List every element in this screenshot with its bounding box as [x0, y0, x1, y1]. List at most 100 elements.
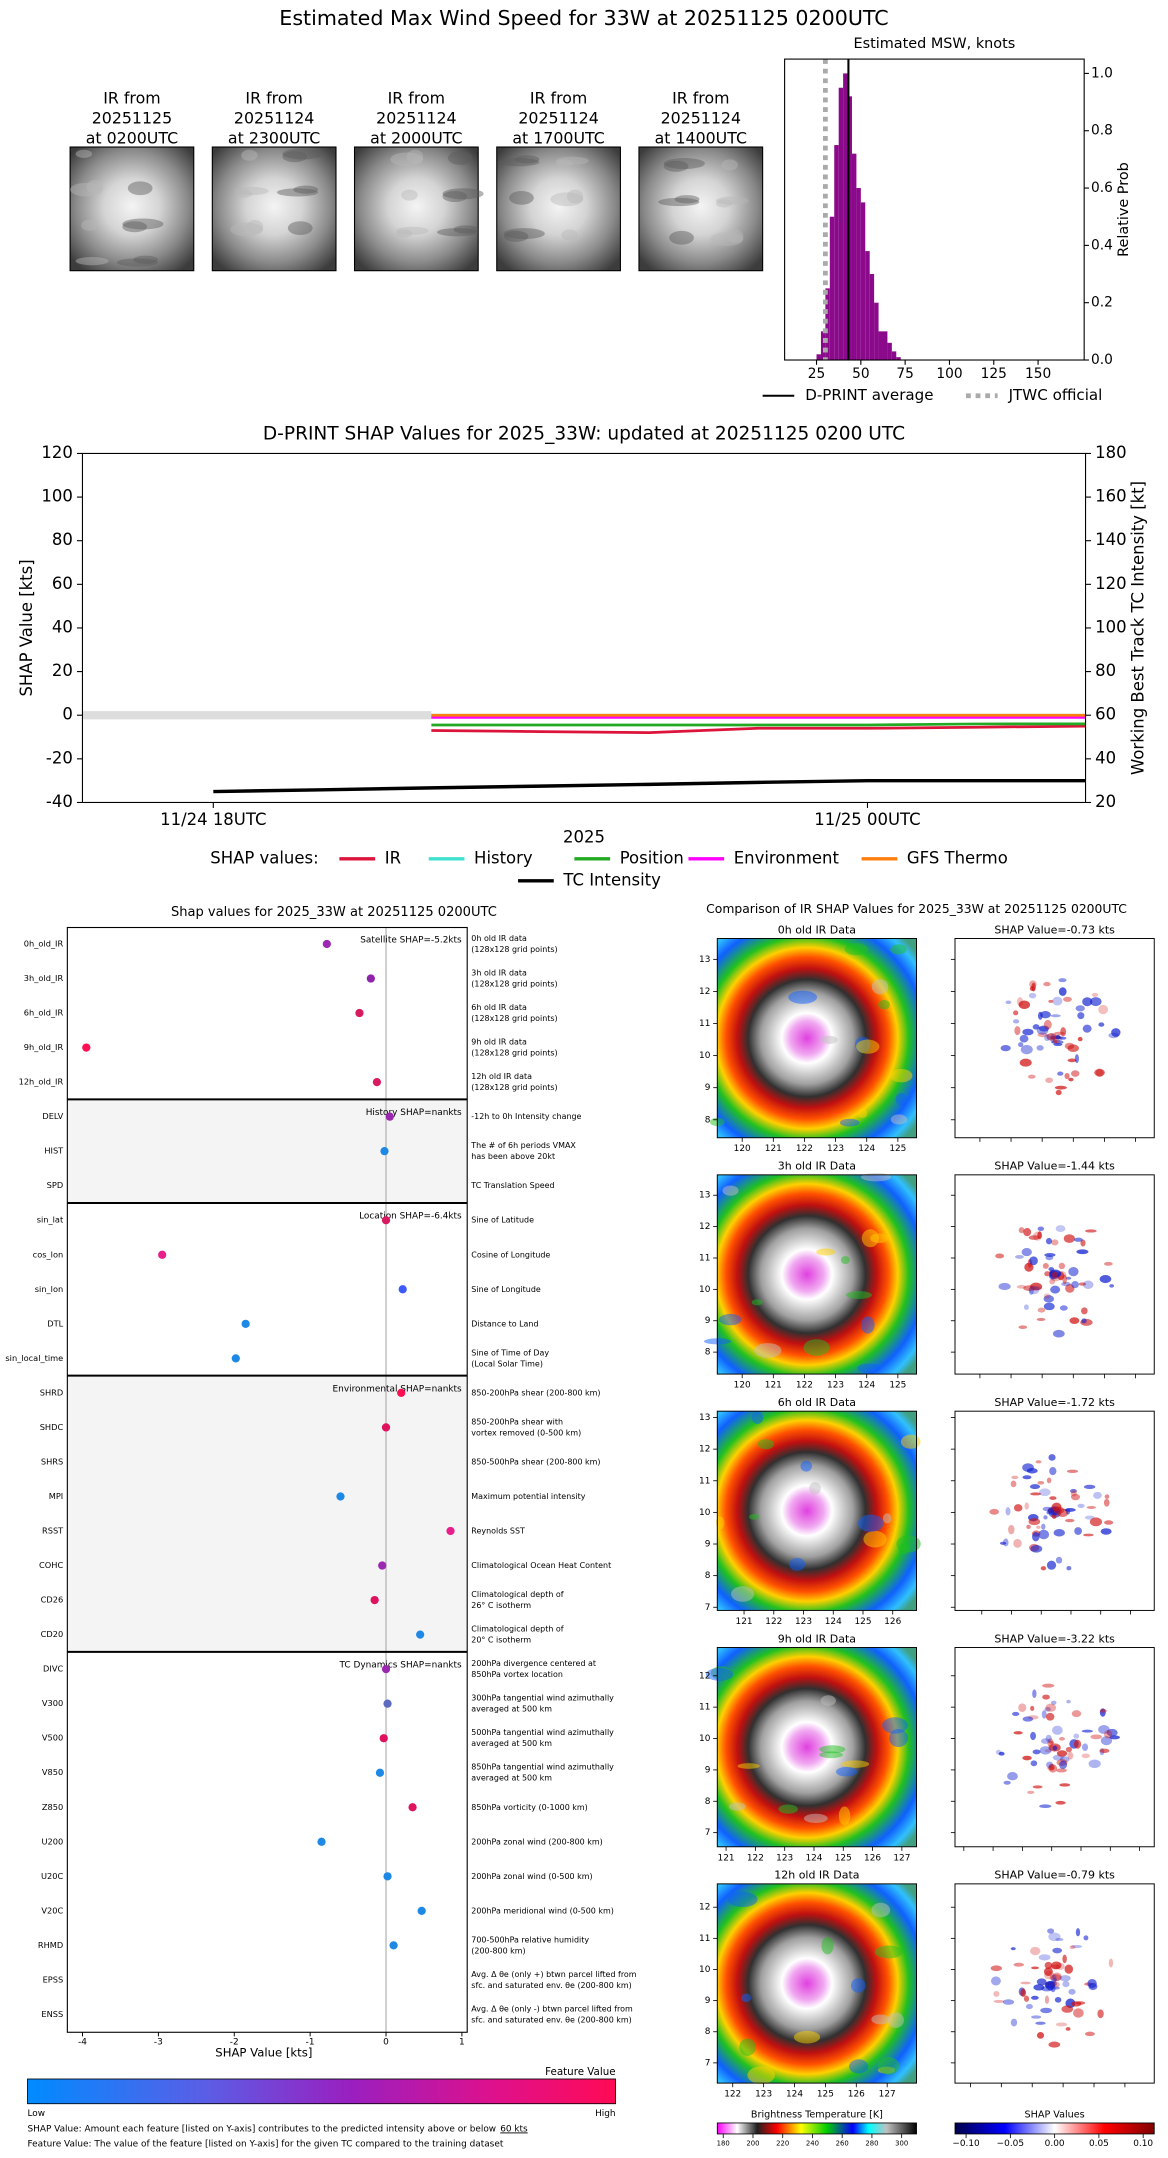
- shap-texture: [1031, 1966, 1039, 1970]
- ir-thumbnail: [211, 146, 337, 272]
- shap-texture: [1047, 1738, 1054, 1748]
- feature-name: cos_lon: [33, 1249, 64, 1259]
- y-tick-label: 0.0: [1091, 352, 1113, 368]
- figure-title: Estimated Max Wind Speed for 33W at 2025…: [279, 6, 888, 30]
- feature-description: (128x128 grid points): [471, 980, 557, 989]
- feature-name: HIST: [44, 1146, 64, 1156]
- ir-title: 9h old IR Data: [778, 1632, 856, 1645]
- thumbnail-label: at 2300UTC: [228, 128, 320, 147]
- y-axis-label: Relative Prob: [1116, 162, 1132, 257]
- ir-thumbnail: [496, 146, 621, 272]
- shap-texture: [1050, 1700, 1057, 1705]
- shap-dot: [370, 1595, 379, 1605]
- cloud-band: [669, 230, 694, 245]
- shap-texture: [1069, 1317, 1080, 1324]
- colorbar-label: SHAP Values: [1025, 2110, 1085, 2121]
- shap-texture: [1062, 1980, 1070, 1988]
- lon-tick-label: 127: [893, 1853, 910, 1863]
- shap-texture: [1051, 1271, 1058, 1279]
- lat-tick-label: 8: [705, 1797, 711, 1807]
- y-tick-label: 0: [62, 705, 72, 724]
- lon-tick-label: 121: [718, 1853, 735, 1863]
- series-line: [431, 722, 1086, 727]
- shap-texture: [1022, 1755, 1032, 1761]
- lon-tick-label: 120: [734, 1381, 751, 1391]
- shap-texture: [1060, 1027, 1067, 1037]
- shap-texture: [1111, 1028, 1121, 1037]
- ir-texture: [819, 1751, 843, 1759]
- feature-name: CD26: [41, 1595, 64, 1605]
- shap-texture: [1085, 1229, 1097, 1233]
- shap-texture: [1074, 1527, 1083, 1535]
- shap-texture: [1023, 1304, 1029, 1310]
- shap-texture: [1064, 1072, 1070, 1080]
- thumbnail-label: at 1400UTC: [655, 128, 747, 147]
- shap-texture: [1030, 1760, 1038, 1767]
- shap-dot: [397, 1388, 406, 1398]
- shap-texture: [1053, 1528, 1065, 1537]
- shap-texture: [1037, 1307, 1046, 1313]
- feature-description: 850-200hPa shear with: [471, 1417, 563, 1426]
- feature-description: Cosine of Longitude: [471, 1250, 550, 1259]
- cloud-band: [282, 151, 308, 163]
- shap-texture: [1027, 1074, 1036, 1079]
- lon-tick-label: 123: [755, 2090, 772, 2100]
- feature-name: 12h_old_IR: [19, 1077, 64, 1087]
- ir-texture: [844, 943, 869, 956]
- thumbnail-label: 20251124: [234, 108, 314, 127]
- shap-texture: [1025, 2004, 1033, 2010]
- shap-texture: [1098, 1725, 1110, 1734]
- cloud-band: [241, 149, 258, 161]
- shap-texture: [1058, 1737, 1065, 1741]
- group-label: Satellite SHAP=-5.2kts: [360, 935, 462, 945]
- ir-texture: [754, 1343, 782, 1358]
- shap-texture: [1044, 1706, 1051, 1712]
- thumbnail-label: IR from: [388, 88, 445, 107]
- ir-texture: [860, 1172, 892, 1182]
- footnote-emphasis: 60 kts: [500, 2124, 528, 2134]
- legend-label: IR: [385, 848, 401, 867]
- feature-colorbar: [27, 2078, 617, 2105]
- bar: [829, 216, 835, 361]
- shap-texture: [1052, 1745, 1058, 1751]
- bar: [838, 87, 844, 361]
- shap-texture: [1048, 1932, 1061, 1942]
- ir-texture: [728, 1802, 746, 1811]
- footnote-text: SHAP Value: Amount each feature [listed …: [27, 2124, 496, 2134]
- shap-texture: [1018, 1000, 1031, 1010]
- shap-texture: [1013, 1962, 1025, 1967]
- shap-texture: [1024, 1262, 1034, 1272]
- ir-title: 0h old IR Data: [778, 923, 856, 936]
- shap-texture: [1029, 1282, 1043, 1291]
- feature-description: 700-500hPa relative humidity: [471, 1935, 589, 1944]
- group-band: [67, 1375, 468, 1652]
- shap-texture: [1055, 1089, 1062, 1096]
- ir-texture: [871, 2014, 890, 2025]
- feature-name: 0h_old_IR: [24, 938, 64, 948]
- shap-dot: [416, 1630, 425, 1639]
- footnote: Feature Value: The value of the feature …: [27, 2139, 503, 2149]
- colorbar-tick-label: 240: [806, 2140, 819, 2148]
- ir-title: 12h old IR Data: [774, 1869, 859, 1882]
- group-label: History SHAP=nankts: [366, 1108, 462, 1118]
- ir-texture: [857, 1514, 884, 1532]
- shap-texture: [998, 1282, 1011, 1291]
- shap-texture: [1005, 1507, 1011, 1516]
- shap-texture: [1046, 1510, 1051, 1515]
- shap-texture: [1058, 1262, 1066, 1270]
- ir-texture: [751, 1411, 764, 1424]
- feature-name: sin_lat: [37, 1215, 64, 1225]
- cloud-band: [395, 229, 413, 238]
- shap-texture: [1036, 1978, 1047, 1986]
- thumbnail-label: 20251124: [518, 108, 598, 127]
- feature-description: Sine of Longitude: [471, 1285, 541, 1294]
- shap-texture: [1055, 1034, 1061, 1040]
- shap-frame: [954, 1883, 1155, 2084]
- ir-thumbnail: [353, 146, 479, 272]
- shap-texture: [1067, 1751, 1074, 1760]
- ir-texture: [890, 1068, 913, 1083]
- shap-texture: [1100, 1736, 1113, 1746]
- shap-texture: [1069, 1488, 1077, 1494]
- lat-tick-label: 7: [705, 1828, 711, 1838]
- lon-tick-label: 124: [825, 1617, 842, 1627]
